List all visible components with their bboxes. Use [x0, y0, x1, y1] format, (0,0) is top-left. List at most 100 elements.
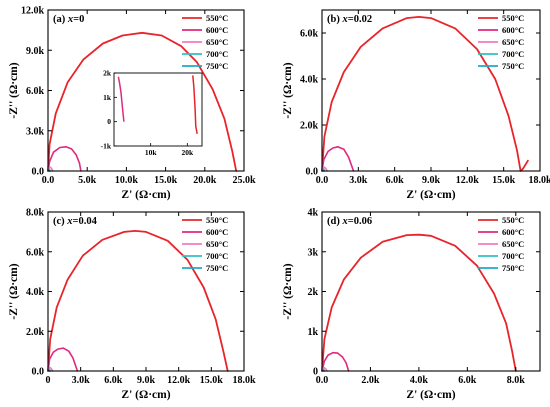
- x-tick-label: 25.0k: [232, 175, 256, 186]
- x-tick-label: 10.0k: [115, 175, 139, 186]
- panel-label-prefix: (c): [53, 216, 67, 227]
- panel-label: (c) x=0.04: [53, 216, 98, 227]
- legend-entry-650: 650°C: [206, 239, 228, 249]
- y-tick-label: 9.0k: [26, 46, 45, 57]
- x-axis-label: Z' (Ω·cm): [406, 389, 455, 401]
- y-tick-label: 2.0k: [26, 327, 45, 338]
- panel-label-value: =0.06: [348, 216, 372, 227]
- x-tick-label: 3.0k: [349, 175, 368, 186]
- series-line-600: [47, 347, 79, 372]
- y-tick-label: 2k: [307, 287, 318, 298]
- inset-x-tick-label: 10k: [145, 148, 158, 157]
- y-tick-label: 0.0: [306, 167, 319, 178]
- x-tick-label: 15.0k: [492, 175, 516, 186]
- y-axis-label: -Z'' (Ω·cm): [282, 62, 294, 118]
- y-tick-label: 6.0k: [26, 247, 45, 258]
- inset-series-600: [117, 76, 125, 122]
- y-tick-label: 3.0k: [26, 126, 45, 137]
- x-tick-label: 8.0k: [507, 375, 526, 386]
- x-tick-label: 3.0k: [72, 375, 91, 386]
- inset-y-tick-label: 0: [107, 117, 111, 126]
- series-line-550: [47, 229, 229, 372]
- x-tick-label: 20.0k: [193, 175, 217, 186]
- y-tick-label: 2.0k: [300, 121, 319, 132]
- y-tick-label: 6.0k: [300, 29, 319, 40]
- series-line-550: [321, 15, 529, 172]
- x-tick-label: 6.0k: [104, 375, 123, 386]
- x-tick-label: 5.0k: [78, 175, 97, 186]
- x-tick-label: 18.0k: [528, 175, 550, 186]
- x-tick-label: 12.0k: [456, 175, 480, 186]
- panel-label: (d) x=0.06: [327, 216, 372, 227]
- x-tick-label: 0.0: [42, 175, 55, 186]
- y-tick-label: 4.0k: [26, 287, 45, 298]
- y-tick-label: 0.0: [32, 167, 45, 178]
- series-line-550: [47, 31, 238, 172]
- panel-label-var: x: [67, 14, 73, 25]
- y-tick-label: 4.0k: [300, 75, 319, 86]
- legend-entry-600: 600°C: [206, 227, 228, 237]
- legend-entry-700: 700°C: [502, 251, 524, 261]
- panel-3: 0.0 2.0k 4.0k 6.0k 8.0k 0 1k 2k 3k 4k Z' (Ω·cm) -Z'…: [282, 208, 541, 401]
- x-tick-label: 15.0k: [154, 175, 178, 186]
- panel-label-value: =0: [73, 14, 84, 25]
- legend-entry-700: 700°C: [206, 251, 228, 261]
- series-line-600: [321, 146, 355, 172]
- legend-entry-550: 550°C: [502, 13, 524, 23]
- series-line-550: [321, 233, 517, 372]
- y-tick-label: 3k: [307, 247, 318, 258]
- inset-y-tick-label: 2k: [103, 69, 112, 78]
- panel-label-var: x: [341, 14, 347, 25]
- panel-label: (a) x=0: [53, 14, 84, 25]
- panel-0: 0.0 5.0k 10.0k 15.0k 20.0k 25.0k 0.0 3.0k 6.0k 9.…: [8, 6, 256, 202]
- x-tick-label: 6.0k: [386, 175, 405, 186]
- y-tick-label: 0: [313, 367, 318, 378]
- legend-entry-750: 750°C: [502, 263, 524, 273]
- x-axis-label: Z' (Ω·cm): [121, 389, 170, 401]
- y-tick-label: 4k: [307, 208, 318, 219]
- panel-label-prefix: (b): [327, 14, 342, 25]
- legend-entry-550: 550°C: [206, 13, 228, 23]
- panel-label-var: x: [341, 216, 347, 227]
- panel-label-value: =0.02: [348, 14, 372, 25]
- x-tick-label: 0.0: [316, 175, 329, 186]
- y-axis-label: -Z'' (Ω·cm): [8, 62, 20, 118]
- legend-entry-750: 750°C: [206, 263, 228, 273]
- y-tick-label: 6.0k: [26, 86, 45, 97]
- x-tick-label: 15.0k: [200, 375, 224, 386]
- x-tick-label: 4.0k: [410, 375, 429, 386]
- x-axis-label: Z' (Ω·cm): [121, 189, 170, 201]
- panel-label: (b) x=0.02: [327, 14, 372, 25]
- y-axis-label: -Z'' (Ω·cm): [8, 263, 20, 319]
- panel-label-var: x: [66, 216, 72, 227]
- legend-entry-650: 650°C: [206, 37, 228, 47]
- inset-y-tick-label: -1k: [101, 142, 112, 151]
- x-tick-label: 0.0: [316, 375, 329, 386]
- legend-entry-750: 750°C: [206, 61, 228, 71]
- x-tick-label: 18.0k: [232, 375, 256, 386]
- y-axis-label: -Z'' (Ω·cm): [282, 263, 294, 319]
- y-tick-label: 12.0k: [21, 6, 45, 17]
- legend-entry-550: 550°C: [206, 215, 228, 225]
- panel-label-prefix: (d): [327, 216, 342, 227]
- legend-entry-600: 600°C: [502, 227, 524, 237]
- inset-y-tick-label: 1k: [103, 93, 112, 102]
- series-line-600: [47, 146, 82, 172]
- legend-entry-600: 600°C: [502, 25, 524, 35]
- inset-plot: 10k 20k -1k 0 1k 2k: [101, 69, 203, 157]
- inset-x-tick-label: 20k: [181, 148, 194, 157]
- y-tick-label: 8.0k: [26, 208, 45, 219]
- x-tick-label: 0: [46, 375, 51, 386]
- legend-entry-750: 750°C: [502, 61, 524, 71]
- y-tick-label: 0.0: [32, 367, 45, 378]
- panel-label-prefix: (a): [53, 14, 68, 25]
- legend-entry-650: 650°C: [502, 37, 524, 47]
- x-tick-label: 9.0k: [137, 375, 156, 386]
- legend-entry-700: 700°C: [502, 49, 524, 59]
- x-tick-label: 2.0k: [361, 375, 380, 386]
- x-axis-label: Z' (Ω·cm): [406, 189, 455, 201]
- panel-label-value: =0.04: [73, 216, 98, 227]
- x-tick-label: 12.0k: [167, 375, 191, 386]
- legend-entry-650: 650°C: [502, 239, 524, 249]
